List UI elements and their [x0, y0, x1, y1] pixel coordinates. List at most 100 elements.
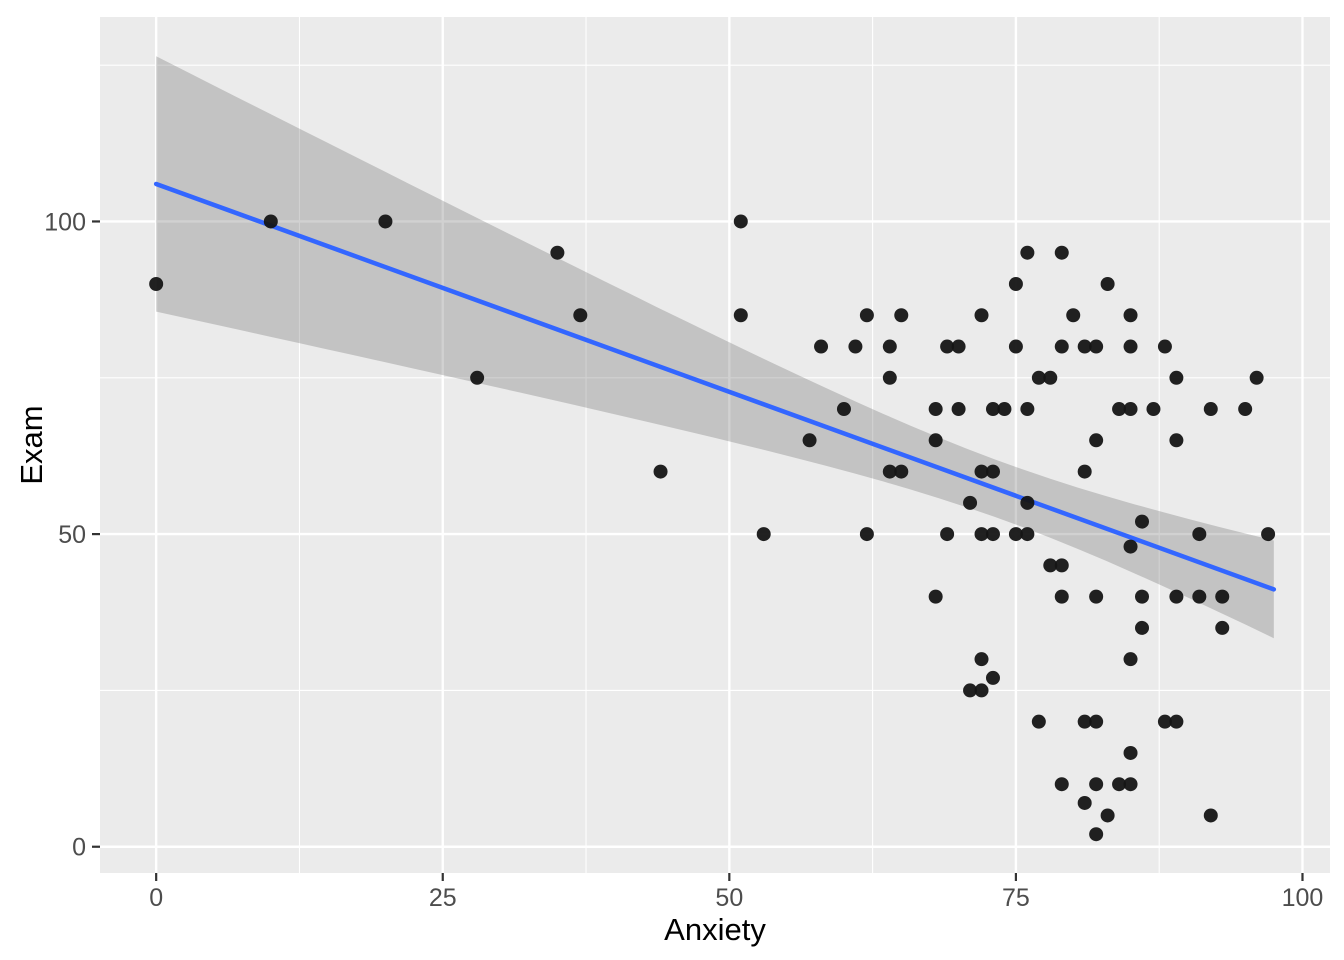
data-point	[1077, 714, 1092, 729]
data-point	[1054, 589, 1069, 604]
data-point	[1215, 589, 1230, 604]
data-point	[882, 370, 897, 385]
data-point	[1123, 652, 1138, 667]
data-point	[1077, 464, 1092, 479]
data-point	[470, 370, 485, 385]
data-point	[1089, 433, 1104, 448]
data-point	[1020, 245, 1035, 260]
data-point	[985, 464, 1000, 479]
data-point	[378, 214, 393, 229]
data-point	[733, 308, 748, 323]
data-point	[1192, 589, 1207, 604]
major-gridlines	[100, 17, 1330, 873]
y-tick-label: 0	[72, 834, 86, 862]
data-point	[1089, 714, 1104, 729]
data-point	[1123, 777, 1138, 792]
data-point	[974, 308, 989, 323]
data-point	[985, 527, 1000, 542]
data-point	[1100, 276, 1115, 291]
data-point	[550, 245, 565, 260]
data-point	[1192, 527, 1207, 542]
data-point	[836, 402, 851, 417]
data-point	[1261, 527, 1276, 542]
data-point	[1020, 527, 1035, 542]
data-point	[951, 402, 966, 417]
data-point	[859, 527, 874, 542]
data-point	[1157, 714, 1172, 729]
y-tick-label: 50	[58, 521, 86, 549]
data-point	[1054, 339, 1069, 354]
data-point	[848, 339, 863, 354]
data-point	[1089, 827, 1104, 842]
data-point	[974, 683, 989, 698]
data-point	[894, 464, 909, 479]
data-point	[1112, 402, 1127, 417]
data-point	[928, 433, 943, 448]
data-point	[1123, 539, 1138, 554]
data-point	[1031, 714, 1046, 729]
data-point	[963, 683, 978, 698]
data-point	[1123, 308, 1138, 323]
data-point	[940, 339, 955, 354]
data-point	[1203, 402, 1218, 417]
data-point	[1238, 402, 1253, 417]
data-point	[985, 402, 1000, 417]
data-point	[1077, 795, 1092, 810]
data-point	[928, 402, 943, 417]
data-point	[1146, 402, 1161, 417]
x-tick-label: 50	[715, 884, 743, 912]
data-point	[1123, 339, 1138, 354]
data-point	[1043, 558, 1058, 573]
data-point	[894, 308, 909, 323]
data-point	[963, 495, 978, 510]
data-point	[1157, 339, 1172, 354]
data-point	[882, 339, 897, 354]
data-point	[653, 464, 668, 479]
x-tick-label: 25	[429, 884, 457, 912]
data-point	[733, 214, 748, 229]
data-point	[1008, 276, 1023, 291]
data-point	[1100, 808, 1115, 823]
data-point	[1169, 714, 1184, 729]
data-point	[1123, 402, 1138, 417]
x-tick-label: 100	[1282, 884, 1324, 912]
data-point	[814, 339, 829, 354]
data-point	[985, 670, 1000, 685]
data-point	[1169, 589, 1184, 604]
data-point	[1008, 527, 1023, 542]
data-point	[1135, 620, 1150, 635]
data-point	[1054, 777, 1069, 792]
data-point	[1089, 777, 1104, 792]
data-point	[859, 308, 874, 323]
axis-tick-marks	[92, 220, 1304, 881]
data-point	[1169, 370, 1184, 385]
data-point	[974, 464, 989, 479]
data-point	[1249, 370, 1264, 385]
data-point	[1020, 495, 1035, 510]
data-point	[1008, 339, 1023, 354]
data-point	[1043, 370, 1058, 385]
data-point	[1169, 433, 1184, 448]
data-point	[1066, 308, 1081, 323]
data-point	[1054, 245, 1069, 260]
x-tick-label: 75	[1002, 884, 1030, 912]
data-point	[1203, 808, 1218, 823]
y-tick-label: 100	[44, 208, 86, 236]
data-point	[263, 214, 278, 229]
data-point	[756, 527, 771, 542]
data-point	[940, 527, 955, 542]
data-point	[1089, 589, 1104, 604]
data-point	[1123, 745, 1138, 760]
data-point	[882, 464, 897, 479]
data-point	[1054, 558, 1069, 573]
x-axis-title: Anxiety	[664, 912, 766, 947]
data-point	[149, 276, 164, 291]
data-point	[1020, 402, 1035, 417]
data-point	[802, 433, 817, 448]
panel-background	[100, 17, 1330, 873]
data-point	[1135, 589, 1150, 604]
data-point	[1135, 514, 1150, 529]
data-points	[149, 214, 1276, 842]
